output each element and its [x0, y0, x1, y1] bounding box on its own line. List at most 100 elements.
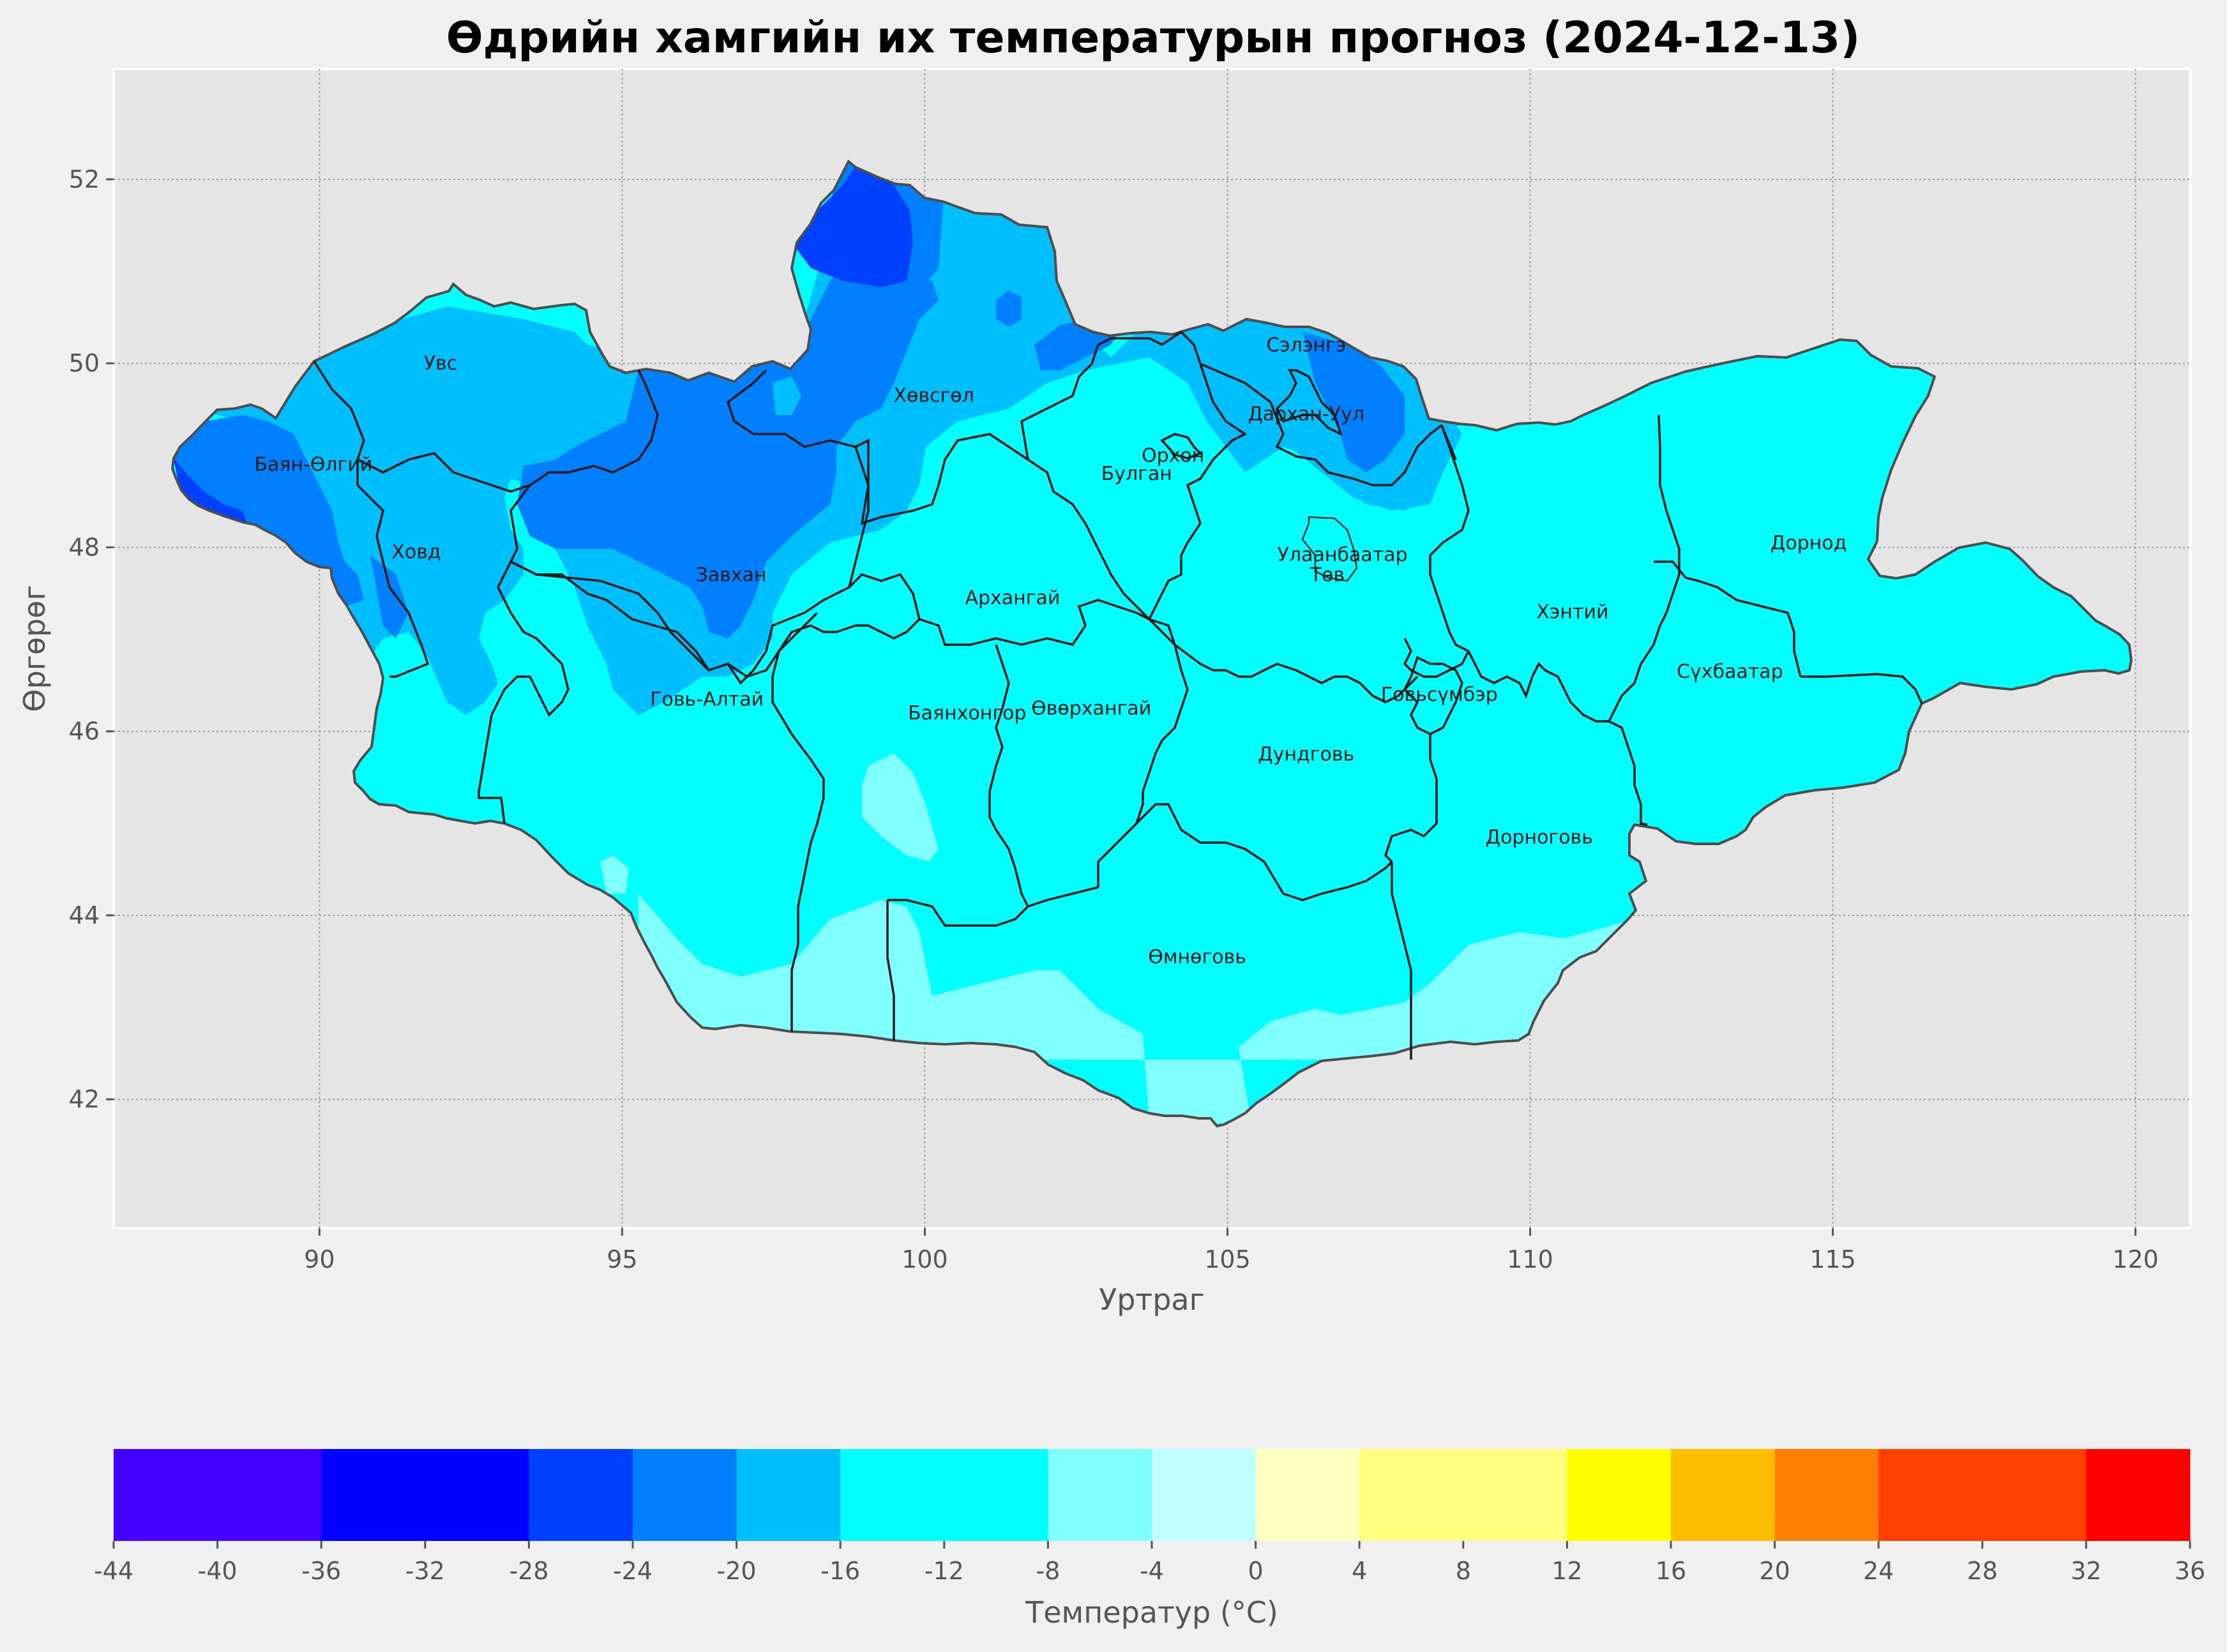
- province-label: Хөвсгөл: [893, 385, 974, 407]
- colorbar-tick-label: -4: [1140, 1557, 1164, 1585]
- temp-region-west-warm: [600, 855, 629, 894]
- colorbar: [114, 1449, 2191, 1541]
- temp-region-zavkhan-spot: [773, 377, 801, 415]
- boundary-sukhbaatar-dornogovi: [1608, 720, 1648, 826]
- boundary-dornod-sukhbaatar: [1800, 673, 1923, 704]
- boundary-tov-khentii: [1403, 424, 1470, 678]
- x-axis-label: Уртраг: [1099, 1282, 1205, 1317]
- colorbar-tick-label: -44: [94, 1557, 133, 1585]
- province-label: Дорнод: [1770, 532, 1847, 554]
- province-label: Булган: [1101, 463, 1172, 485]
- chart-title: Өдрийн хамгийн их температурын прогноз (…: [446, 13, 1861, 63]
- province-labels: Увс Баян-Өлгий Ховд Хөвсгөл Завхан Сэлэнгэ Дар…: [254, 334, 1846, 968]
- colorbar-bin: [840, 1449, 1048, 1541]
- boundary-khovd-zavkhan: [509, 369, 870, 685]
- province-label: Увс: [424, 352, 457, 375]
- y-tick-label: 44: [69, 901, 100, 929]
- colorbar-bin: [529, 1449, 633, 1541]
- colorbar-bin: [321, 1449, 529, 1541]
- boundary-khentii-dornogovi: [1467, 650, 1609, 723]
- x-tick-label: 105: [1204, 1245, 1251, 1273]
- colorbar-tick-label: 0: [1248, 1557, 1264, 1585]
- boundary-selenge-tov: [1200, 363, 1443, 486]
- x-tick-label: 115: [1809, 1245, 1856, 1273]
- y-tick-label: 50: [69, 349, 100, 377]
- boundary-uvs-bayanulgii: [313, 361, 659, 493]
- province-label: Өвөрхангай: [1031, 698, 1151, 720]
- colorbar-tick-label: 4: [1352, 1557, 1367, 1585]
- boundary-khentii-sukhbaatar: [1654, 560, 1802, 677]
- boundary-khentii-dornod: [1608, 414, 1680, 722]
- y-tick-label: 42: [69, 1085, 100, 1113]
- boundary-khovsgol-bulgan: [1020, 337, 1112, 460]
- boundary-dornogovi-omnogovi: [1391, 862, 1412, 1060]
- colorbar-bin: [1152, 1449, 1257, 1541]
- temp-region-khovsgol-zavkhan: [517, 255, 939, 638]
- boundary-bayankhongor-ovorkhangai: [988, 644, 1029, 907]
- colorbar-tick-label: -24: [613, 1557, 653, 1585]
- colorbar-tick-label: 32: [2071, 1557, 2101, 1585]
- province-label: Баян-Өлгий: [254, 454, 372, 476]
- province-label: Хэнтий: [1536, 601, 1608, 623]
- boundary-arkhangai-ovorkhangai: [919, 599, 1150, 646]
- boundary-bulgan-tov: [1111, 330, 1248, 620]
- province-label: Сүхбаатар: [1677, 661, 1783, 683]
- boundary-khentii-west: [1440, 424, 1457, 460]
- x-tick-label: 100: [902, 1245, 948, 1273]
- y-axis-ticks: 42 44 46 48 50 52: [69, 165, 114, 1113]
- colorbar-tick-label: 24: [1863, 1557, 1894, 1585]
- province-label: Өмнөговь: [1148, 946, 1246, 968]
- colorbar-bin: [1255, 1449, 1360, 1541]
- province-label: Дундговь: [1258, 744, 1354, 766]
- x-axis-ticks: 90 95 100 105 110 115 120: [304, 1228, 2159, 1273]
- country-outline: [170, 159, 2133, 1128]
- temp-region-south-warm: [638, 894, 1660, 1123]
- boundary-zavkhan-arkhangai: [778, 573, 921, 652]
- boundary-ovorkhangai-omnogovi: [1097, 803, 1393, 901]
- colorbar-label: Температур (°C): [1025, 1595, 1278, 1630]
- x-tick-label: 90: [304, 1245, 335, 1273]
- temp-region-khovsgol-spot: [996, 290, 1022, 327]
- boundary-orkhon: [1160, 433, 1203, 460]
- province-label: Дорноговь: [1486, 826, 1593, 848]
- province-label: Говьсүмбэр: [1381, 684, 1498, 706]
- y-tick-label: 46: [69, 717, 100, 746]
- boundary-khovd-govialtai: [478, 561, 570, 824]
- colorbar-bin: [1567, 1449, 1672, 1541]
- boundary-govisumber: [1403, 656, 1463, 735]
- colorbar-bin: [2086, 1449, 2191, 1541]
- temp-region-zavkhan-west: [370, 555, 409, 638]
- colorbar-ticks: -44 -40 -36 -32 -28 -24 -20 -16 -12 -8 -4 0 4 8 12 16 20…: [94, 1541, 2205, 1585]
- y-tick-label: 48: [69, 533, 100, 561]
- province-label: Архангай: [965, 587, 1060, 610]
- boundary-govialtai-bayankhongor: [771, 650, 825, 1032]
- colorbar-tick-label: -32: [405, 1557, 445, 1585]
- colorbar-tick-label: -8: [1036, 1557, 1060, 1585]
- boundary-ulaanbaatar: [1301, 516, 1358, 582]
- province-label: Улаанбаатар: [1278, 544, 1408, 566]
- province-label: Баянхонгор: [908, 702, 1027, 725]
- colorbar-tick-label: -20: [717, 1557, 757, 1585]
- province-label: Говь-Алтай: [650, 688, 764, 710]
- y-tick-label: 52: [69, 165, 100, 193]
- boundary-tov-dundgovi: [1149, 618, 1419, 703]
- x-tick-label: 120: [2112, 1245, 2159, 1273]
- colorbar-tick-label: 20: [1759, 1557, 1790, 1585]
- colorbar-tick-label: -16: [820, 1557, 860, 1585]
- colorbar-tick-label: -36: [301, 1557, 341, 1585]
- boundary-khovsgol-arkhangai: [855, 433, 1029, 525]
- colorbar-bin: [1671, 1449, 1776, 1541]
- colorbar-tick-label: -28: [509, 1557, 548, 1585]
- boundary-zavkhan-govialtai: [510, 560, 819, 678]
- x-tick-label: 110: [1507, 1245, 1553, 1273]
- x-tick-label: 95: [607, 1245, 637, 1273]
- colorbar-bin: [1359, 1449, 1567, 1541]
- temp-region-bayankhongor-warm: [862, 753, 939, 862]
- colorbar-bin: [736, 1449, 841, 1541]
- colorbar-tick-label: 8: [1456, 1557, 1471, 1585]
- colorbar-bin: [1878, 1449, 2087, 1541]
- boundary-dundgovi-dornogovi: [1384, 734, 1438, 863]
- y-axis-label: Өргөрөг: [17, 585, 52, 712]
- boundary-bayankhongor-omnogovi-south: [887, 886, 1099, 927]
- boundary-darkhan: [1275, 369, 1343, 437]
